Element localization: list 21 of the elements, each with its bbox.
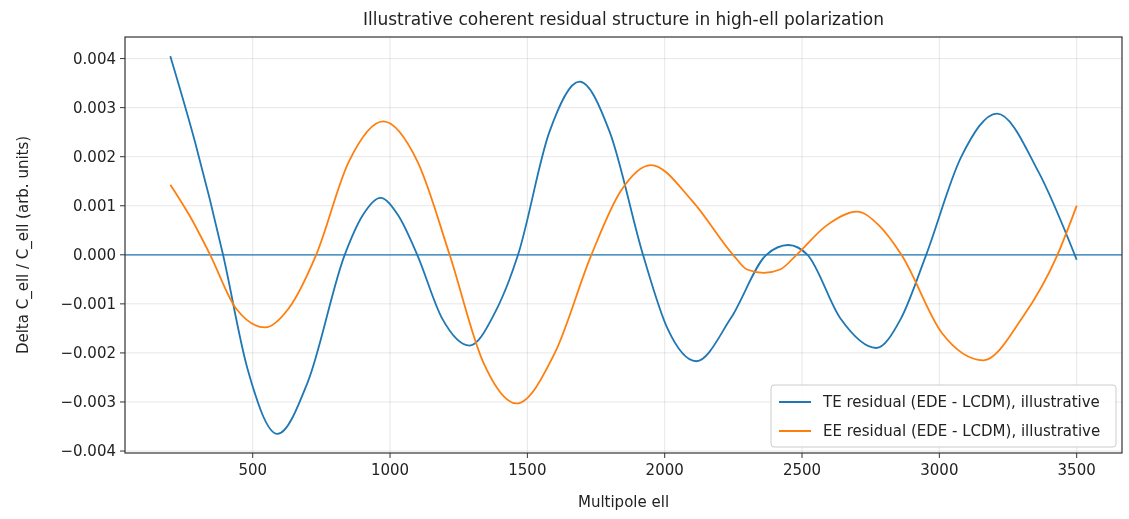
y-tick-label: −0.004 [60, 442, 116, 461]
x-tick-label: 3000 [920, 461, 959, 479]
x-tick-label: 500 [238, 461, 268, 479]
y-tick-label: 0.003 [73, 98, 116, 117]
y-axis-title: Delta C_ell / C_ell (arb. units) [14, 135, 33, 355]
y-tick-label: −0.003 [60, 393, 116, 412]
x-tick-label: 2000 [645, 461, 684, 479]
y-tick-label: 0.001 [73, 197, 116, 215]
y-tick-label: 0.002 [73, 147, 116, 166]
y-tick-label: 0.000 [73, 246, 116, 265]
x-axis-title: Multipole ell [577, 493, 670, 511]
y-tick-label: −0.001 [60, 295, 116, 314]
x-tick-label: 2500 [782, 461, 822, 479]
y-tick-label: −0.002 [60, 344, 116, 363]
x-tick-label: 1500 [508, 461, 547, 479]
legend-label: TE residual (EDE - LCDM), illustrative [822, 393, 1100, 412]
y-tick-label: 0.004 [73, 49, 116, 68]
x-tick-label: 1000 [370, 461, 410, 479]
legend-label: EE residual (EDE - LCDM), illustrative [823, 422, 1101, 441]
x-tick-label: 3500 [1057, 461, 1096, 479]
chart-title: Illustrative coherent residual structure in high-ell polarization [362, 9, 885, 29]
